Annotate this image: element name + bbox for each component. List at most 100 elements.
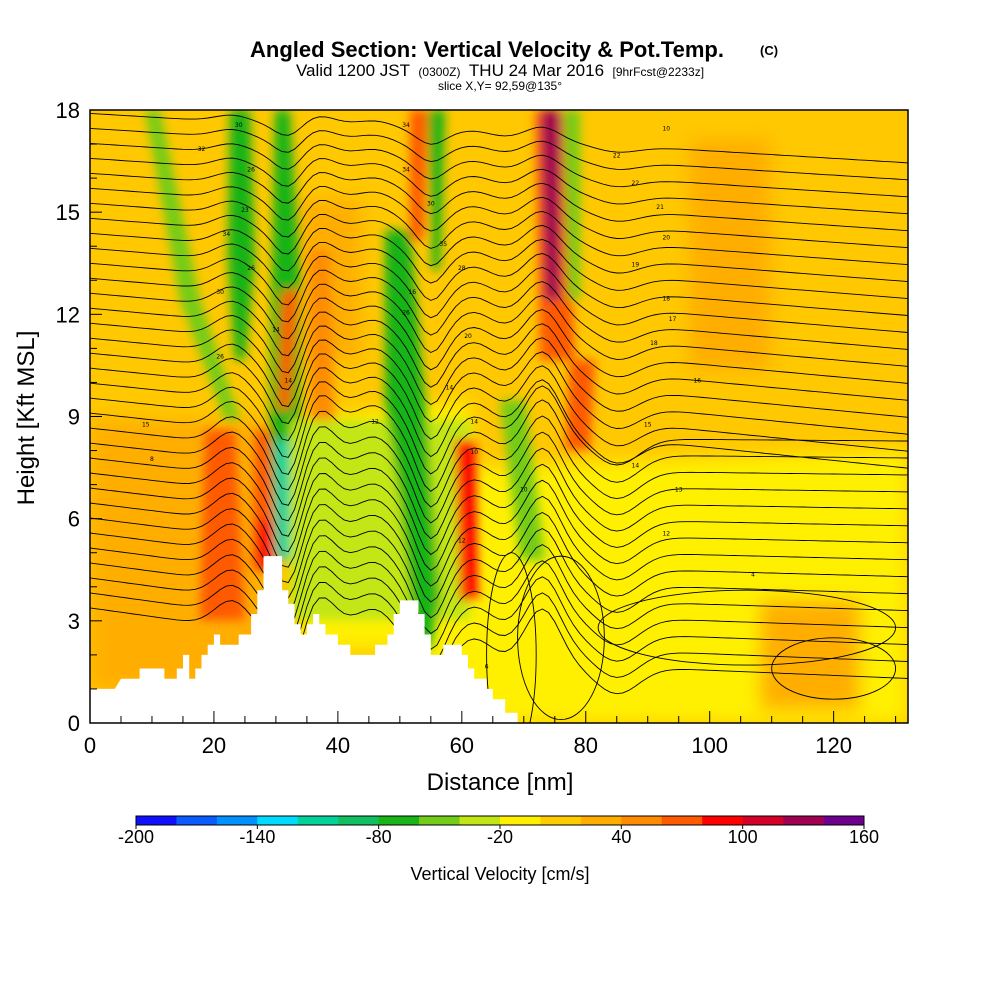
contour-label: 12 (662, 531, 670, 538)
contour-label: 26 (247, 166, 255, 173)
x-axis-label: Distance [nm] (427, 769, 574, 796)
contour-label: 18 (650, 340, 658, 347)
contour-label: 26 (216, 354, 224, 361)
pot-temp-contour (90, 566, 908, 666)
subtitle-valid: Valid 1200 JST (296, 61, 410, 80)
contour-label: 16 (408, 289, 416, 296)
pot-temp-contour (90, 441, 908, 540)
pot-temp-contour (90, 112, 908, 164)
contour-label: 18 (662, 296, 670, 303)
blob-orange-east-upper (690, 140, 770, 370)
contour-label: 6 (485, 664, 489, 671)
x-tick-label: 0 (84, 733, 96, 758)
pot-temp-contour (90, 473, 908, 571)
y-axis-label: Height [Kft MSL] (13, 331, 40, 506)
colorbar-segment (419, 816, 460, 825)
contour-label: 14 (470, 418, 478, 425)
contour-label: 4 (751, 572, 755, 579)
x-tick-label: 120 (815, 733, 852, 758)
colorbar-tick-label: 160 (849, 827, 879, 847)
colorbar-segment (176, 816, 218, 825)
contour-label: 14 (446, 384, 454, 391)
blob-red-52nm (410, 110, 428, 240)
contour-label: 10 (520, 486, 528, 493)
blob-red-80nm (565, 360, 595, 450)
pot-temp-contour-closed (486, 552, 537, 723)
colorbar-segment (661, 816, 703, 825)
colorbar-tick-label: -140 (239, 827, 275, 847)
contour-label: 10 (662, 125, 670, 132)
x-tick-label: 40 (326, 733, 350, 758)
pot-temp-contour (90, 241, 908, 316)
pot-temp-contour (90, 186, 908, 249)
colorbar-segment (621, 816, 663, 825)
pot-temp-contour (90, 426, 908, 524)
chart-title: Angled Section: Vertical Velocity & Pot.… (250, 37, 724, 62)
colorbar-segment (257, 816, 299, 825)
x-tick-label: 80 (574, 733, 598, 758)
pot-temp-contour (90, 283, 908, 367)
y-tick-label: 12 (56, 302, 80, 327)
pot-temp-contour (90, 214, 908, 283)
y-tick-label: 0 (68, 711, 80, 736)
terrain-mask (90, 556, 908, 723)
pot-temp-contour-closed (517, 555, 605, 721)
contour-label: 28 (458, 265, 466, 272)
pot-temp-contour-closed (597, 589, 897, 666)
contour-label: 34 (402, 122, 410, 129)
contour-label: 14 (284, 377, 292, 384)
colorbar-segment (783, 816, 824, 825)
pot-temp-contour (90, 269, 908, 350)
colorbar-segment (742, 816, 784, 825)
pot-temp-contour (90, 157, 908, 215)
blob-red-west-low (200, 430, 245, 620)
y-tick-label: 18 (56, 98, 80, 123)
plot-area: 30 32 26 23 34 26 30 34 34 30 35 28 20 16 26 26 14 14 14 14… (90, 110, 908, 723)
contour-label: 22 (632, 180, 640, 187)
chart-subtitle: Valid 1200 JST (0300Z) THU 24 Mar 2016 [… (296, 61, 704, 80)
colorbar-tick-label: -200 (118, 827, 154, 847)
blob-downdraft-55nm (428, 110, 445, 270)
blob-updraft-75nm-core (541, 110, 560, 300)
pot-temp-contours (90, 112, 908, 723)
contour-label: 8 (150, 456, 154, 463)
contour-label: 26 (402, 309, 410, 316)
contour-label: 15 (142, 422, 150, 429)
contour-label: 16 (693, 377, 701, 384)
pot-temp-contour (90, 381, 908, 475)
contour-label: 35 (439, 241, 447, 248)
contour-label: 34 (402, 166, 410, 173)
pot-temp-contour (90, 395, 908, 492)
pot-temp-contour (90, 519, 908, 619)
pot-temp-contour (90, 457, 908, 556)
colorbar-tick-label: -20 (487, 827, 513, 847)
pot-temp-contour (90, 200, 908, 266)
pot-temp-contour (90, 550, 908, 650)
colorbar-tick-label: 40 (611, 827, 631, 847)
contour-label: 22 (613, 153, 621, 160)
colorbar-segment (378, 816, 420, 825)
colorbar-segment (702, 816, 743, 825)
blob-green-west-column (145, 110, 240, 420)
contour-label: 13 (675, 486, 683, 493)
subtitle-utc: (0300Z) (418, 65, 460, 79)
colorbar-tick-label: 100 (728, 827, 758, 847)
contour-label: 32 (198, 146, 206, 153)
pot-temp-contour (90, 171, 908, 232)
contour-label: 20 (662, 234, 670, 241)
pot-temp-contour (90, 339, 908, 435)
pot-temp-contour (90, 410, 908, 508)
contour-label: 10 (470, 449, 478, 456)
contour-label: 30 (235, 122, 243, 129)
x-tick-label: 60 (450, 733, 474, 758)
blob-orange-east-low (760, 600, 860, 710)
pot-temp-contour (90, 311, 908, 401)
pot-temp-contour (90, 255, 908, 333)
subtitle-date: THU 24 Mar 2016 (469, 61, 604, 80)
colorbar (135, 815, 865, 826)
pot-temp-contour (90, 504, 908, 603)
y-tick-label: 3 (68, 609, 80, 634)
blob-red-32nm (278, 290, 298, 410)
y-tick-label: 9 (68, 405, 80, 430)
contour-label: 30 (427, 200, 435, 207)
